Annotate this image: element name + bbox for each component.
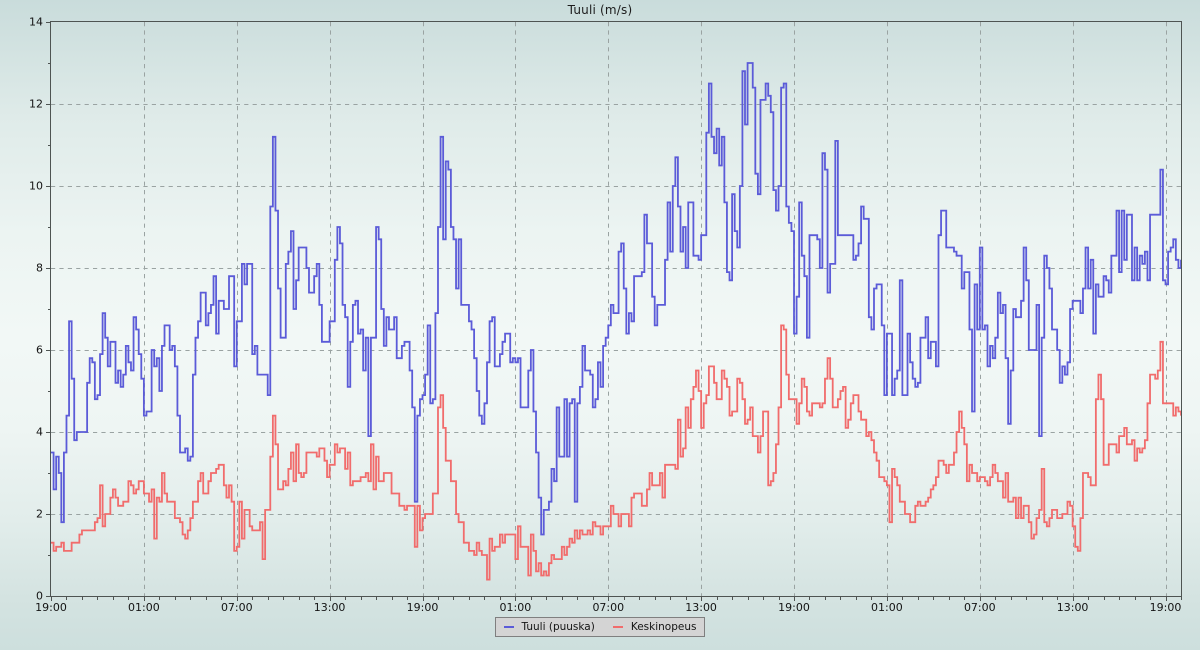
legend-label-gust: Tuuli (puuska): [521, 621, 595, 633]
y-tick-label: 10: [29, 180, 43, 193]
average-series-line: [51, 324, 1182, 581]
x-tick-label: 01:00: [871, 601, 903, 614]
x-tick-label: 01:00: [500, 601, 532, 614]
y-tick-label: 8: [36, 262, 43, 275]
y-tick-labels: 0 2 4 6 8 10 12 14: [29, 16, 43, 603]
legend-item-gust: Tuuli (puuska): [503, 621, 595, 633]
y-tick-label: 4: [36, 426, 43, 439]
y-tick-label: 14: [29, 16, 43, 29]
average-series-swatch: [612, 626, 623, 628]
y-tick-label: 6: [36, 344, 43, 357]
x-tick-label: 19:00: [1150, 601, 1182, 614]
x-tick-label: 19:00: [35, 601, 67, 614]
x-tick-label: 07:00: [592, 601, 624, 614]
legend-row: Tuuli (puuska) Keskinopeus: [0, 617, 1200, 637]
gust-series-line: [51, 62, 1182, 536]
x-tick-label: 07:00: [964, 601, 996, 614]
legend-label-average: Keskinopeus: [630, 621, 697, 633]
x-tick-label: 13:00: [1057, 601, 1089, 614]
x-tick-label: 19:00: [407, 601, 439, 614]
series-lines: [51, 62, 1182, 581]
legend: Tuuli (puuska) Keskinopeus: [494, 617, 706, 637]
legend-item-average: Keskinopeus: [612, 621, 697, 633]
x-tick-label: 07:00: [221, 601, 253, 614]
x-tick-label: 19:00: [778, 601, 810, 614]
x-tick-labels: 19:00 01:00 07:00 13:00 19:00 01:00 07:00 13:00…: [35, 601, 1181, 614]
y-tick-label: 2: [36, 508, 43, 521]
x-tick-label: 13:00: [685, 601, 717, 614]
plot-border: [50, 21, 1182, 597]
gust-series-swatch: [503, 626, 514, 628]
axis-ticks: [46, 22, 1182, 601]
y-tick-label: 12: [29, 98, 43, 111]
x-tick-label: 01:00: [128, 601, 160, 614]
x-tick-label: 13:00: [314, 601, 346, 614]
chart-title: Tuuli (m/s): [567, 3, 633, 17]
y-tick-label: 0: [36, 590, 43, 603]
gridlines: [51, 22, 1181, 596]
